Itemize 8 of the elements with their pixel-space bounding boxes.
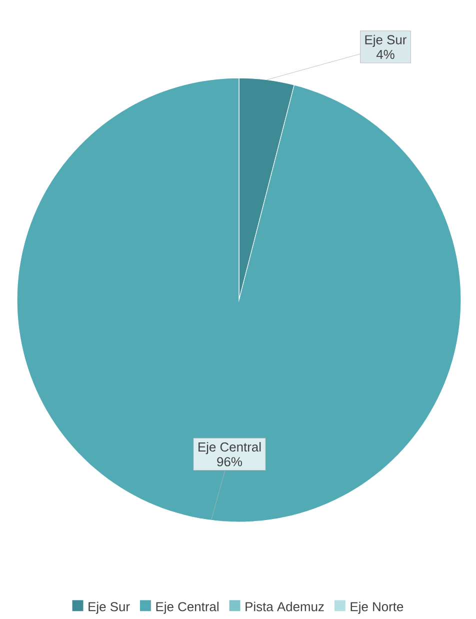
slice-label: Eje Central <box>198 442 261 454</box>
data-label: 96% <box>217 457 242 466</box>
slice-label: Eje Sur <box>365 34 406 47</box>
legend-label: Eje Sur <box>88 602 130 614</box>
slice-label: Eje Central <box>156 602 218 614</box>
legend-label: Pista Ademuz <box>246 602 324 612</box>
legend-label: Eje Norte <box>350 602 404 614</box>
data-label: 4% <box>376 50 394 59</box>
